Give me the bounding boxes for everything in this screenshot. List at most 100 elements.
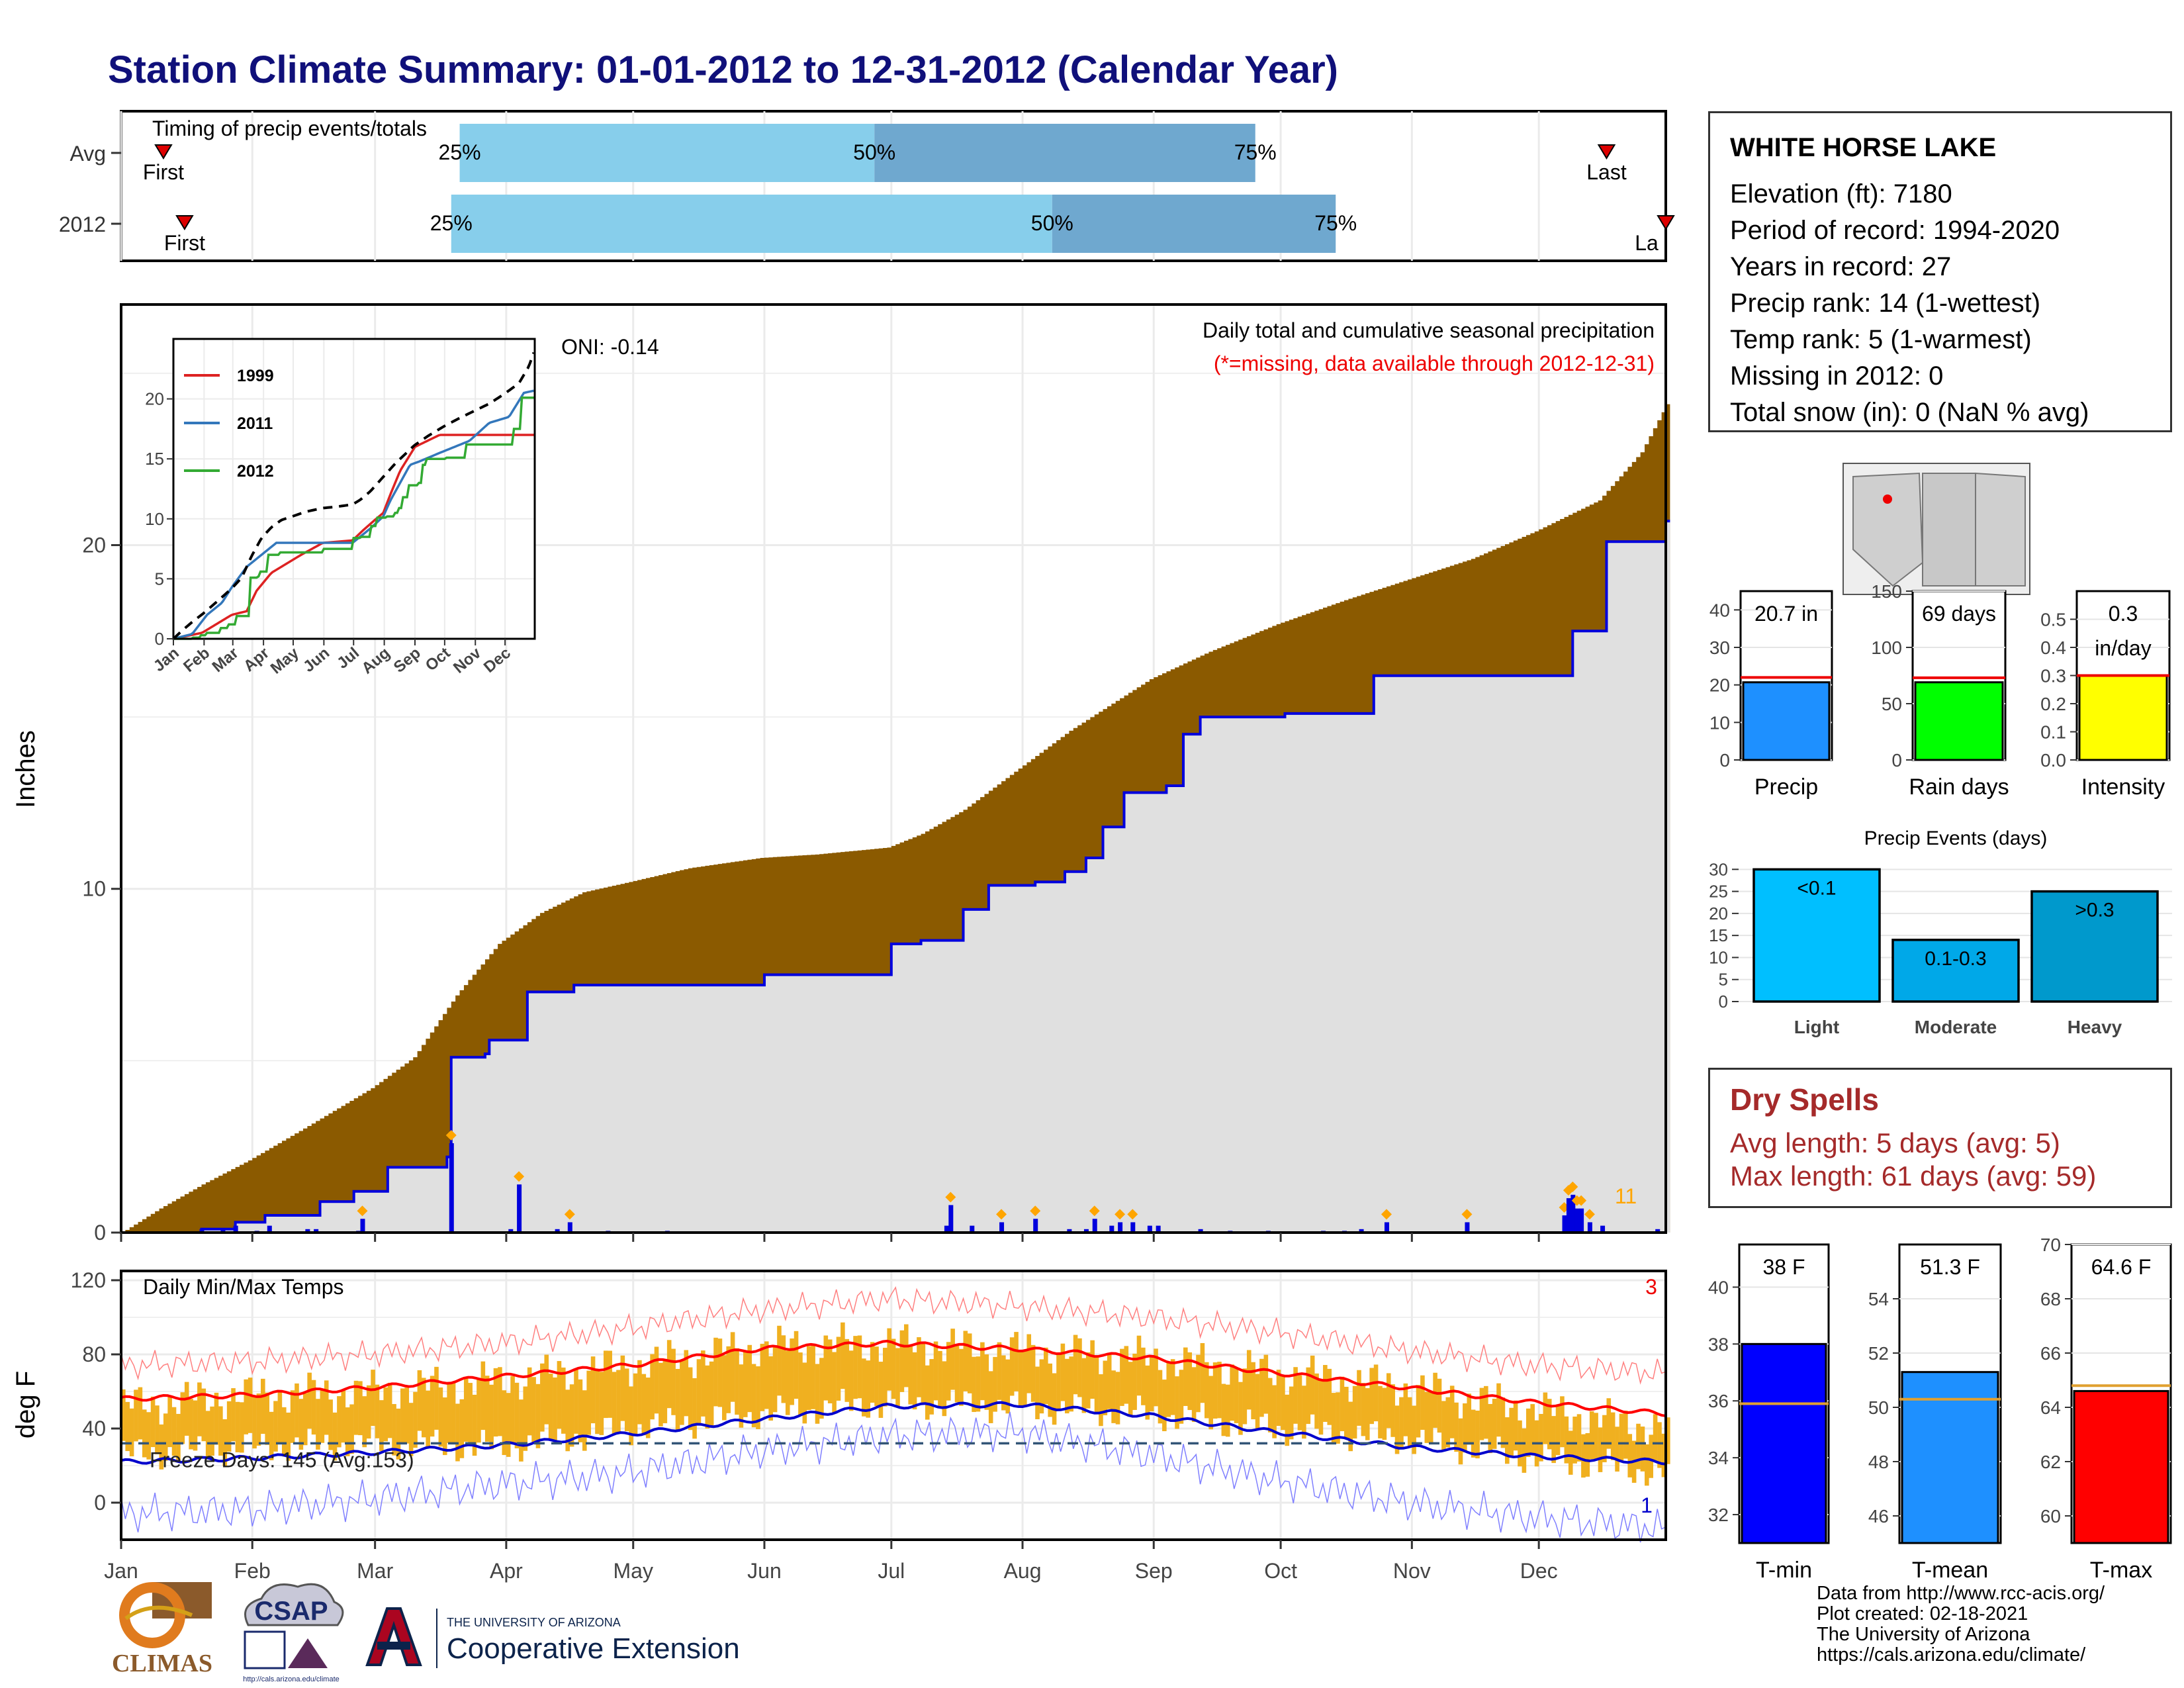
daily-precip-marker: [1461, 1209, 1473, 1220]
daily-temp-bar: [650, 1354, 655, 1420]
avg-max-line: [120, 1339, 1666, 1417]
daily-temp-bar: [527, 1367, 532, 1436]
avg-min-line: [120, 1401, 1666, 1466]
daily-temp-bar: [1044, 1347, 1048, 1405]
cum-ytick-label: 20: [82, 533, 106, 557]
daily-temp-bar: [1428, 1391, 1433, 1443]
daily-temp-bar: [459, 1399, 465, 1458]
daily-temp-bar: [1373, 1364, 1379, 1422]
daily-temp-bar: [578, 1379, 583, 1442]
dry-spells-avg: Avg length: 5 days (avg: 5): [1730, 1127, 2060, 1158]
daily-temp-bar: [862, 1358, 866, 1417]
daily-temp-bar: [1183, 1347, 1188, 1406]
daily-temp-bar: [480, 1361, 486, 1430]
daily-temp-bar: [1594, 1413, 1598, 1461]
daily-temp-bar: [1175, 1376, 1179, 1429]
daily-temp-bar: [887, 1328, 892, 1391]
daily-temp-bar: [768, 1356, 773, 1421]
csap-logo-text: CSAP: [254, 1597, 328, 1626]
daily-precip-marker: [1576, 1195, 1587, 1206]
intensity-value-label: 0.3: [2109, 602, 2138, 626]
daily-precip-bar: [1562, 1215, 1567, 1233]
timing-bar-late: [874, 124, 1255, 182]
daily-temp-bar: [1386, 1373, 1391, 1429]
rain-days-category-label: Rain days: [1909, 774, 2009, 800]
daily-temp-bar: [616, 1370, 621, 1433]
daily-temp-bar: [1602, 1415, 1607, 1462]
temp-hot-count: 3: [1645, 1275, 1657, 1299]
daily-temp-bar: [286, 1412, 291, 1461]
daily-temp-bar: [1606, 1398, 1612, 1449]
daily-temp-bar: [659, 1362, 663, 1427]
daily-temp-bar: [1128, 1362, 1133, 1417]
daily-temp-bar: [629, 1386, 633, 1446]
daily-temp-bar: [261, 1378, 265, 1434]
daily-temp-bar: [751, 1364, 756, 1428]
daily-temp-bar: [857, 1335, 862, 1399]
cum-title: Daily total and cumulative seasonal prec…: [1203, 318, 1655, 342]
events-ytick-label: 30: [1709, 859, 1728, 879]
daily-temp-bar: [586, 1370, 591, 1435]
daily-temp-bar: [967, 1333, 972, 1393]
daily-temp-bar: [1208, 1376, 1213, 1430]
daily-temp-bar: [942, 1361, 947, 1417]
map-region-east: [1975, 472, 2026, 586]
climas-logo-text: CLIMAS: [112, 1650, 212, 1677]
events-category-label: Moderate: [1915, 1017, 1997, 1037]
daily-temp-bar: [709, 1361, 714, 1426]
events-ytick-label: 0: [1719, 992, 1728, 1011]
month-label: Nov: [1393, 1559, 1431, 1583]
daily-temp-bar: [1001, 1355, 1006, 1411]
daily-temp-bar: [1399, 1397, 1404, 1448]
intensity-bar: [2078, 675, 2168, 761]
daily-temp-bar: [1666, 1417, 1670, 1464]
timing-last-marker: [1597, 144, 1616, 160]
daily-precip-bar: [1600, 1225, 1606, 1233]
daily-temp-bar: [1636, 1423, 1641, 1470]
daily-temp-bar: [447, 1382, 451, 1443]
daily-temp-bar: [248, 1378, 253, 1433]
t-max-bar: [2073, 1389, 2169, 1544]
daily-precip-bar: [1067, 1229, 1072, 1233]
daily-temp-bar: [722, 1355, 727, 1421]
timing-first-marker: [175, 215, 194, 230]
daily-temp-bar: [1302, 1385, 1306, 1439]
daily-temp-bar: [171, 1407, 177, 1456]
daily-precip-bar: [1109, 1225, 1115, 1233]
daily-temp-bar: [1039, 1359, 1044, 1414]
events-ytick-label: 5: [1719, 970, 1728, 990]
daily-temp-bar: [320, 1390, 325, 1443]
events-bar: [1752, 868, 1881, 1003]
daily-temp-bar: [1390, 1384, 1395, 1437]
daily-precip-bar: [517, 1184, 522, 1233]
daily-temp-bar: [1094, 1357, 1099, 1413]
intensity-ytick-label: 0.1: [2040, 722, 2066, 743]
month-label: Aug: [1004, 1559, 1042, 1583]
t-min-bar: [1741, 1342, 1827, 1544]
daily-temp-bar: [1170, 1359, 1175, 1415]
month-label: May: [614, 1559, 653, 1583]
daily-temp-bar: [1394, 1405, 1400, 1454]
daily-temp-bar: [1623, 1410, 1628, 1459]
daily-temp-bar: [1263, 1354, 1269, 1414]
events-category-label: Light: [1794, 1017, 1839, 1037]
daily-temp-bar: [134, 1389, 138, 1442]
daily-temp-bar: [1365, 1388, 1370, 1440]
daily-temp-bar: [201, 1388, 206, 1442]
footer-line: The University of Arizona: [1817, 1624, 2030, 1645]
daily-temp-bar: [1141, 1347, 1146, 1405]
daily-temp-bar: [1382, 1387, 1387, 1440]
daily-temp-bar: [477, 1378, 481, 1443]
daily-precip-bar: [1566, 1198, 1571, 1233]
daily-temp-bar: [777, 1325, 782, 1396]
t-min-ytick-label: 34: [1708, 1448, 1729, 1468]
footer-line: Plot created: 02-18-2021: [1817, 1603, 2028, 1624]
station-location-marker: [1883, 494, 1892, 504]
daily-temp-bar: [1403, 1383, 1408, 1436]
daily-temp-bar: [1627, 1434, 1633, 1477]
daily-temp-bar: [1085, 1352, 1091, 1409]
daily-temp-bar: [426, 1390, 431, 1448]
temp-title: Daily Min/Max Temps: [143, 1275, 343, 1299]
daily-temp-bar: [205, 1411, 210, 1460]
timing-last-label: Last: [1586, 160, 1627, 184]
